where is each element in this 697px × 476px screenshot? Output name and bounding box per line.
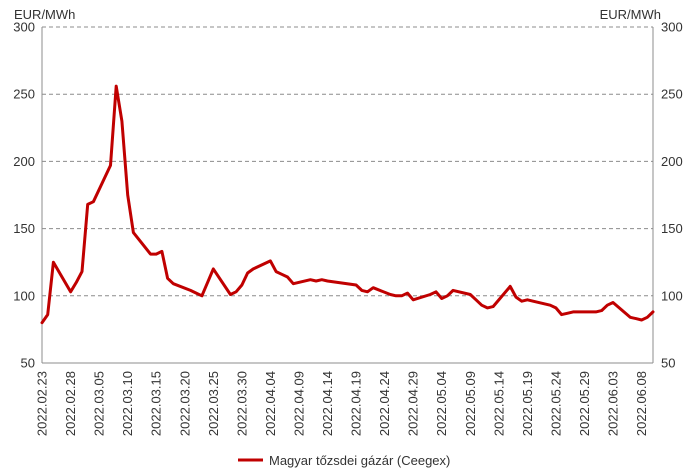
y-tick-label-left: 300	[13, 20, 35, 35]
axes	[41, 27, 654, 364]
x-tick-label: 2022.04.09	[291, 371, 306, 436]
y-tick-label-left: 200	[13, 154, 35, 169]
y-tick-label-left: 150	[13, 221, 35, 236]
y-tick-label-right: 150	[661, 221, 683, 236]
y-unit-left: EUR/MWh	[14, 7, 75, 22]
y-tick-label-right: 50	[661, 356, 675, 371]
x-tick-label: 2022.04.04	[263, 371, 278, 436]
x-tick-label: 2022.04.24	[377, 371, 392, 436]
y-tick-label-left: 250	[13, 87, 35, 102]
x-tick-label: 2022.06.03	[606, 371, 621, 436]
series-line	[40, 84, 655, 325]
x-tick-label: 2022.06.08	[634, 371, 649, 436]
x-tick-label: 2022.05.09	[463, 371, 478, 436]
x-axis-ticks: 2022.02.23 2022.02.28 2022.03.05 2022.03.10…	[35, 371, 650, 436]
x-tick-label: 2022.03.05	[92, 371, 107, 436]
gridlines	[42, 26, 653, 297]
x-tick-label: 2022.04.29	[406, 371, 421, 436]
y-tick-label-right: 100	[661, 288, 683, 303]
x-tick-label: 2022.05.29	[577, 371, 592, 436]
y-tick-label-right: 250	[661, 87, 683, 102]
legend-label: Magyar tőzsdei gázár (Ceegex)	[269, 453, 450, 468]
y-axis-left-ticks: 50 100 150 200 250 300	[13, 20, 35, 371]
series-layer	[40, 84, 655, 325]
x-tick-label: 2022.03.10	[120, 371, 135, 436]
x-tick-label: 2022.03.30	[234, 371, 249, 436]
x-tick-label: 2022.04.14	[320, 371, 335, 436]
x-tick-label: 2022.02.23	[35, 371, 50, 436]
y-tick-label-right: 300	[661, 20, 683, 35]
x-tick-label: 2022.02.28	[63, 371, 78, 436]
x-tick-label: 2022.05.14	[491, 371, 506, 436]
y-tick-label-left: 100	[13, 288, 35, 303]
x-tick-label: 2022.03.20	[177, 371, 192, 436]
y-unit-right: EUR/MWh	[600, 7, 661, 22]
y-tick-label-right: 200	[661, 154, 683, 169]
x-tick-label: 2022.04.19	[349, 371, 364, 436]
x-tick-label: 2022.05.19	[520, 371, 535, 436]
y-axis-right-ticks: 50 100 150 200 250 300	[661, 20, 683, 371]
legend: Magyar tőzsdei gázár (Ceegex)	[238, 453, 450, 468]
x-tick-label: 2022.03.25	[206, 371, 221, 436]
x-tick-label: 2022.05.04	[434, 371, 449, 436]
x-tick-label: 2022.05.24	[548, 371, 563, 436]
y-tick-label-left: 50	[21, 356, 35, 371]
x-tick-label: 2022.03.15	[149, 371, 164, 436]
